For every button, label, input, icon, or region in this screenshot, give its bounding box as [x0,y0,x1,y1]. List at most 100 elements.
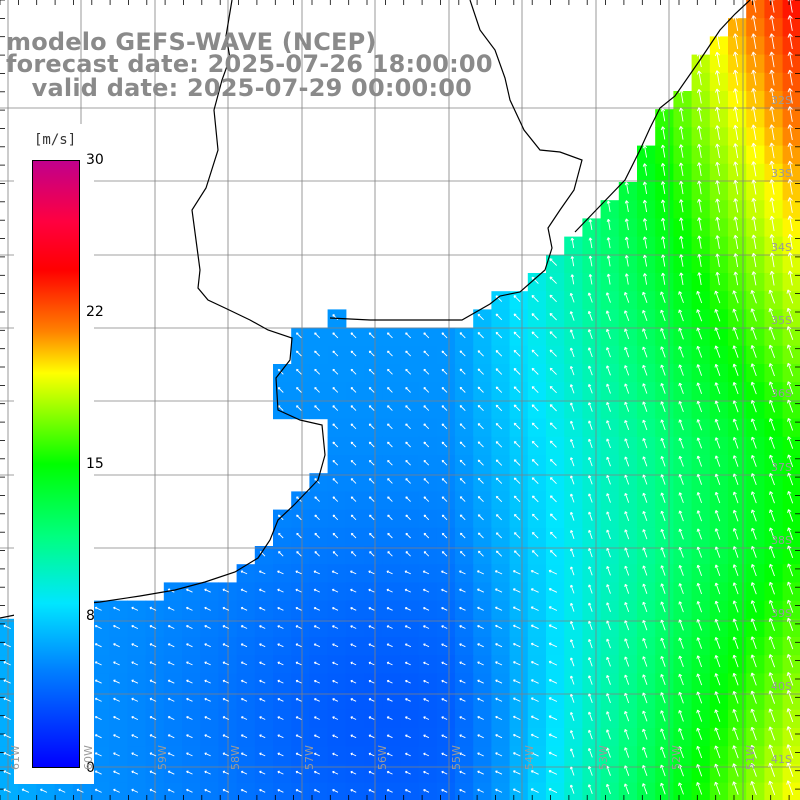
wind-arrow [678,709,684,722]
wind-arrow [495,734,503,739]
wind-arrow [714,382,721,395]
wind-arrow [495,514,503,521]
wind-arrow [332,514,339,521]
wind-arrow [751,142,757,159]
wind-speed-cell [782,273,800,292]
wind-arrow [768,744,776,759]
wind-arrow [569,548,575,558]
wind-arrow [768,690,776,704]
wind-arrow [495,313,503,321]
wind-arrow [660,547,666,558]
wind-arrow [588,529,593,540]
wind-arrow [549,495,557,503]
wind-arrow [368,789,375,793]
wind-arrow [441,478,448,484]
wind-arrow [477,477,484,484]
wind-arrow [642,474,648,485]
wind-arrow [240,570,248,575]
wind-arrow [186,588,193,593]
wind-arrow [678,564,684,576]
wind-arrow [624,511,630,522]
wind-arrow [441,570,448,575]
wind-arrow [405,459,411,466]
wind-arrow [513,513,521,521]
wind-arrow [530,588,539,593]
wind-arrow [606,565,611,576]
wind-arrow [768,418,775,431]
wind-arrow [513,422,521,430]
wind-arrow [513,404,521,412]
wind-arrow [769,234,775,250]
wind-arrow [569,639,575,649]
wind-arrow [642,346,648,358]
wind-arrow [696,455,703,467]
wind-arrow [569,457,575,467]
wind-arrow [751,216,757,231]
wind-arrow [441,698,448,702]
wind-arrow [3,733,11,739]
wind-arrow [332,423,339,430]
wind-arrow [368,423,375,430]
wind-arrow [678,528,684,540]
wind-arrow [549,331,557,339]
wind-arrow [167,679,175,684]
wind-arrow [94,734,102,739]
wind-arrow [732,745,739,759]
wind-arrow [422,570,430,575]
wind-arrow [405,532,411,539]
wind-arrow [405,679,411,684]
wind-arrow [350,661,357,666]
wind-arrow [768,708,776,723]
wind-arrow [678,419,684,431]
wind-arrow [696,309,703,322]
wind-arrow [494,570,503,575]
wind-speed-cell [163,782,183,800]
colorbar-unit: [m/s] [34,132,77,148]
wind-arrow [387,387,393,393]
wind-arrow [332,532,339,539]
wind-arrow [387,532,393,539]
model-title: modelo GEFS-WAVE (NCEP) [6,28,377,56]
wind-arrow [459,350,466,357]
wind-arrow [606,547,611,558]
wind-arrow [387,350,393,357]
wind-speed-cell [109,782,128,800]
wind-arrow [786,599,794,613]
wind-arrow [642,656,648,667]
wind-arrow [259,752,266,757]
wind-arrow [642,181,648,194]
wind-speed-cell [782,691,800,711]
wind-arrow [624,729,630,740]
wind-arrow [405,770,411,775]
wind-arrow [531,459,539,466]
wind-arrow [94,679,102,684]
latitude-label: 32S [771,94,792,107]
wind-arrow [569,766,575,776]
wind-arrow [531,550,539,557]
wind-arrow [769,527,775,540]
wind-arrow [606,602,611,612]
wind-speed-cell [782,728,800,747]
wind-arrow [769,160,775,177]
wind-arrow [786,307,794,322]
wind-arrow [569,621,575,630]
wind-arrow [495,752,503,757]
wind-arrow [94,770,102,775]
wind-arrow [751,69,757,86]
wind-arrow [549,349,557,357]
wind-arrow [386,332,393,339]
wind-arrow [750,564,757,577]
wind-arrow [732,473,739,486]
wind-arrow [313,770,320,775]
wind-arrow [513,642,521,648]
wind-arrow [750,690,757,704]
wind-arrow [167,661,175,666]
wind-arrow [750,473,757,486]
wind-arrow [787,472,794,486]
wind-arrow [386,606,393,611]
wind-arrow [386,716,393,720]
wind-arrow [733,161,739,177]
wind-arrow [477,441,484,448]
wind-arrow [149,606,157,611]
